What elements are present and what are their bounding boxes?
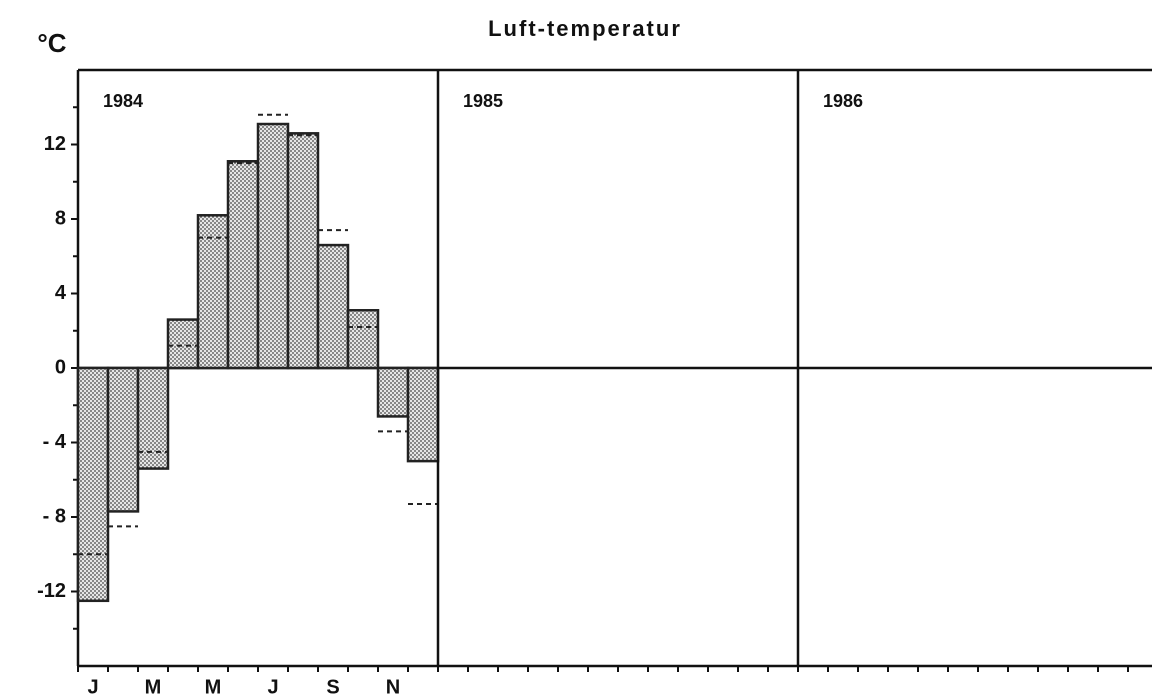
y-axis-label: °C	[37, 28, 66, 58]
bar	[136, 366, 170, 470]
bar	[166, 318, 200, 370]
y-tick-label: - 4	[43, 431, 67, 453]
panel-label: 1985	[463, 91, 503, 111]
y-tick-label: 12	[44, 133, 66, 155]
y-tick-label: -12	[37, 580, 66, 602]
chart-title: Luft-temperatur	[488, 16, 682, 41]
panel-label: 1984	[103, 91, 143, 111]
x-tick-label: S	[326, 676, 339, 698]
bar	[106, 366, 140, 513]
x-tick-label: N	[386, 676, 400, 698]
y-tick-label: 0	[55, 356, 66, 378]
panel-label: 1986	[823, 91, 863, 111]
bar	[316, 243, 350, 370]
bar	[286, 132, 320, 370]
x-tick-label: J	[267, 676, 278, 698]
y-tick-label: 8	[55, 207, 66, 229]
y-tick-label: 4	[55, 282, 67, 304]
bar	[256, 122, 290, 370]
bar	[406, 366, 440, 463]
x-tick-label: J	[87, 676, 98, 698]
bar	[76, 366, 110, 603]
bar	[376, 366, 410, 418]
x-tick-label: M	[145, 676, 162, 698]
bar	[226, 160, 260, 370]
x-tick-label: M	[205, 676, 222, 698]
y-tick-label: - 8	[43, 505, 66, 527]
bar	[346, 309, 380, 370]
